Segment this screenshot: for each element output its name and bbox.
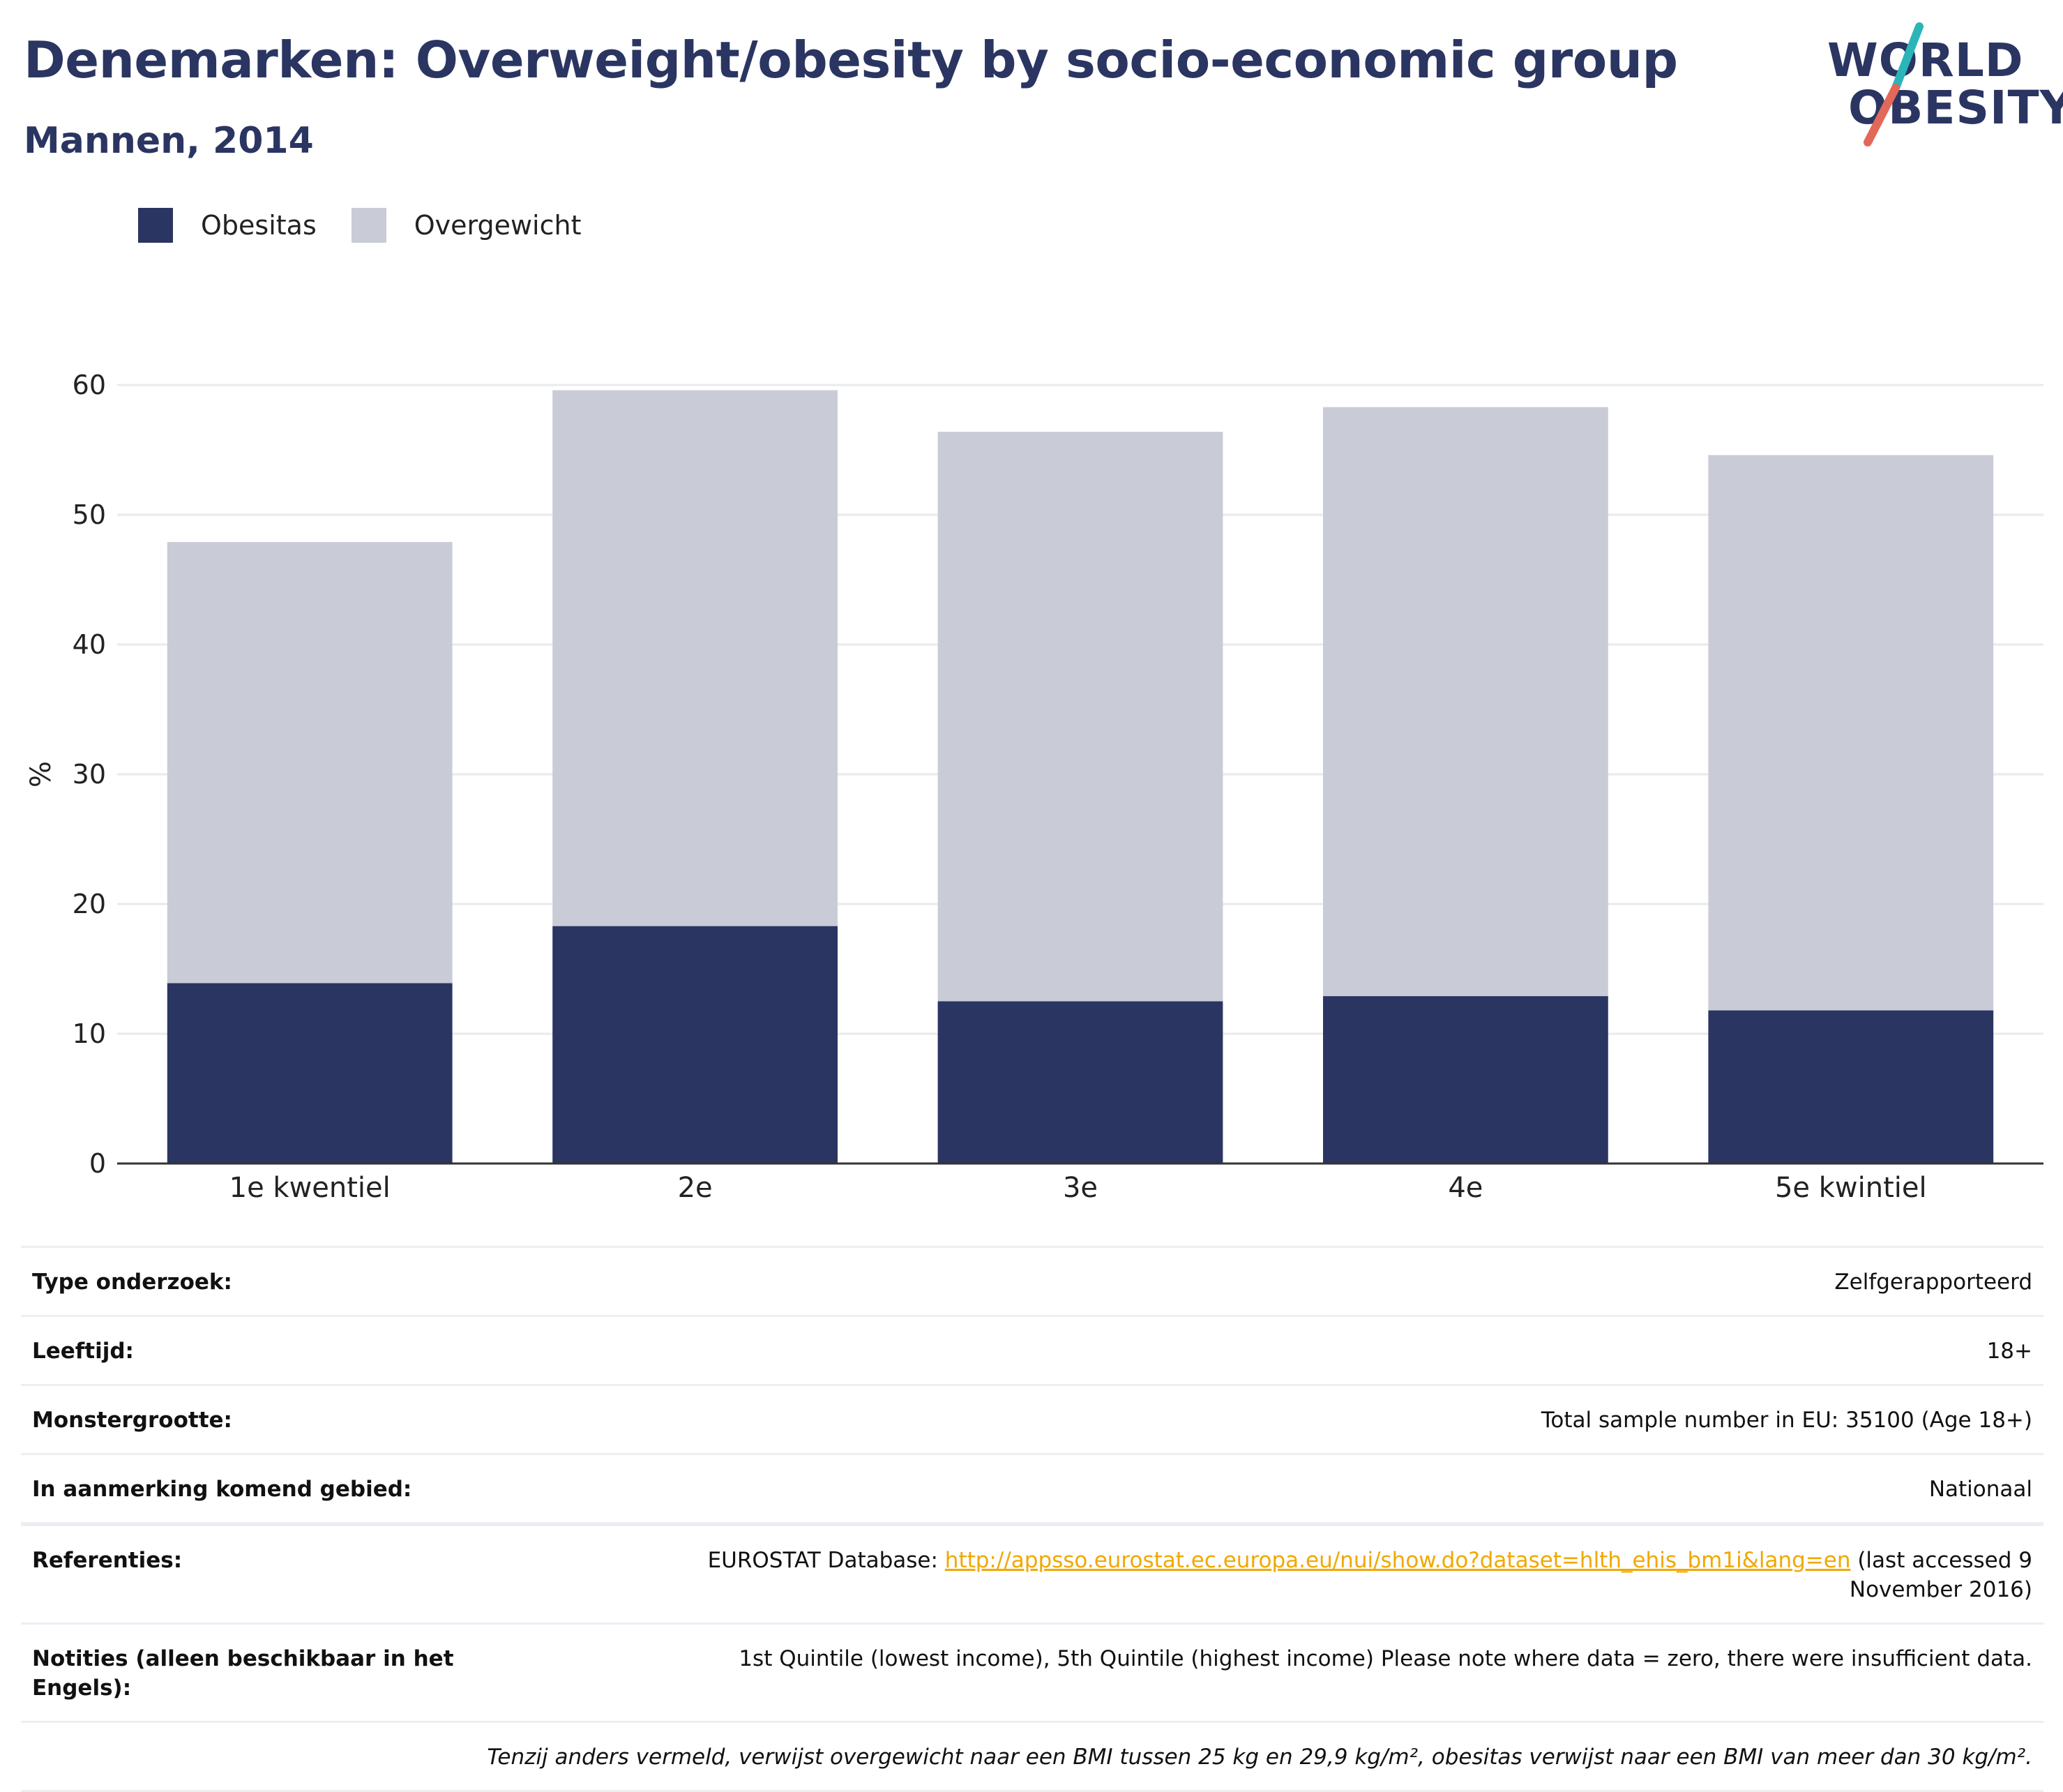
legend-label-obesitas: Obesitas (201, 210, 317, 241)
x-tick-label: 2e (678, 1172, 713, 1204)
y-tick-label: 60 (73, 370, 106, 400)
table-row-key: Type onderzoek: (32, 1270, 232, 1295)
legend-swatch-overgewicht (351, 208, 386, 243)
references-link[interactable]: http://appsso.eurostat.ec.europa.eu/nui/… (944, 1548, 1851, 1573)
bar-chart: 0 10 20 30 40 50 60% 1e kwentiel 2e 3e 4e 5e kwinti… (25, 370, 2043, 1204)
world-obesity-logo: WORLD OBESITY (1813, 18, 2063, 158)
table-row-notes: Notities (alleen beschikbaar in het Enge… (21, 1622, 2043, 1721)
page-title: Denemarken: Overweight/obesity by socio-… (24, 31, 1678, 89)
y-tick-label: 30 (73, 759, 106, 790)
bar-overgewicht (552, 390, 838, 926)
x-tick-label: 1e kwentiel (229, 1172, 391, 1204)
bar-obesitas (1323, 996, 1608, 1164)
y-tick-label: 0 (89, 1148, 106, 1179)
x-tick-label: 3e (1063, 1172, 1098, 1204)
bar-overgewicht (1323, 407, 1608, 997)
table-row-key: In aanmerking komend gebied: (32, 1477, 412, 1502)
logo-slash-icon (1864, 22, 1924, 146)
table-row-key: Leeftijd: (32, 1339, 134, 1364)
x-tick-label: 4e (1448, 1172, 1483, 1204)
y-tick-label: 20 (73, 889, 106, 919)
table-row-key: Monstergrootte: (32, 1408, 232, 1433)
references-suffix: (last accessed 9 November 2016) (1849, 1548, 2032, 1602)
notes-key: Notities (alleen beschikbaar in het Enge… (32, 1646, 454, 1701)
legend-swatch-obesitas (138, 208, 173, 243)
table-row: Type onderzoek: Zelfgerapporteerd (21, 1246, 2043, 1315)
table-row: Leeftijd: 18+ (21, 1315, 2043, 1384)
metadata-table: Type onderzoek: Zelfgerapporteerd Leeftijd… (21, 1246, 2043, 1792)
table-row-value: Nationaal (1928, 1477, 2032, 1502)
references-key: Referenties: (32, 1548, 183, 1573)
legend-item-obesitas: Obesitas (138, 208, 317, 243)
legend-item-overgewicht: Overgewicht (351, 208, 582, 243)
chart-legend: Obesitas Overgewicht (138, 208, 617, 243)
bar-obesitas (1708, 1010, 1994, 1164)
table-row: Monstergrootte: Total sample number in EU… (21, 1384, 2043, 1453)
y-axis-label: % (25, 761, 57, 788)
table-row-value: Zelfgerapporteerd (1834, 1270, 2032, 1295)
bar-overgewicht (167, 542, 453, 984)
bar-overgewicht (1708, 455, 1994, 1011)
table-row: In aanmerking komend gebied: Nationaal (21, 1453, 2043, 1524)
table-row-value: 18+ (1986, 1339, 2032, 1364)
y-tick-label: 50 (73, 499, 106, 530)
bar-obesitas (937, 1001, 1223, 1164)
bar-obesitas (167, 983, 453, 1164)
notes-value: 1st Quintile (lowest income), 5th Quinti… (739, 1646, 2032, 1671)
table-row-value: Total sample number in EU: 35100 (Age 18… (1541, 1408, 2032, 1433)
y-tick-label: 40 (73, 629, 106, 660)
x-tick-label: 5e kwintiel (1775, 1172, 1927, 1204)
references-value: EUROSTAT Database: http://appsso.eurosta… (464, 1546, 2032, 1604)
footnote: Tenzij anders vermeld, verwijst overgewi… (21, 1721, 2043, 1792)
bar-overgewicht (937, 431, 1223, 1002)
y-tick-label: 10 (73, 1018, 106, 1049)
logo-line-1: WORLD (1827, 33, 2024, 87)
page-subtitle: Mannen, 2014 (24, 120, 314, 162)
bar-obesitas (552, 926, 838, 1164)
references-prefix: EUROSTAT Database: (707, 1548, 945, 1573)
legend-label-overgewicht: Overgewicht (414, 210, 582, 241)
table-row-references: Referenties: EUROSTAT Database: http://a… (21, 1524, 2043, 1622)
